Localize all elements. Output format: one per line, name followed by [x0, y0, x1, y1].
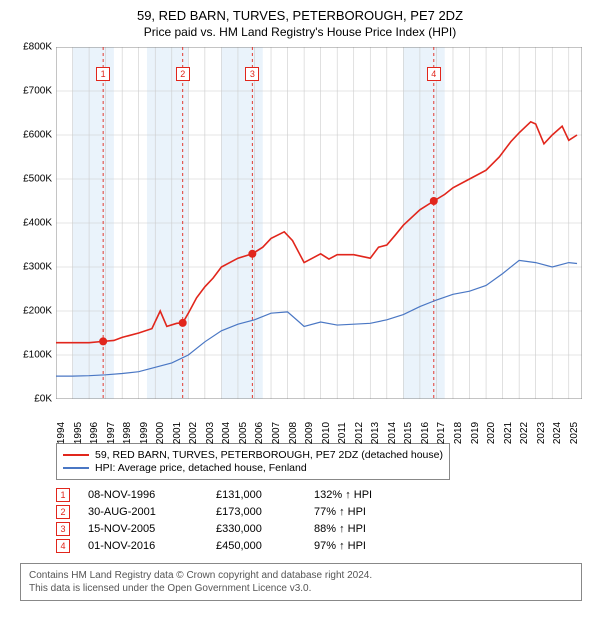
x-tick-label: 2023 [536, 422, 547, 444]
y-tick-label: £600K [23, 130, 52, 141]
chart-svg [56, 47, 582, 399]
x-axis-labels: 1994199519961997199819992000200120022003… [56, 401, 582, 439]
y-tick-label: £0K [34, 394, 52, 405]
x-tick-label: 2003 [205, 422, 216, 444]
x-tick-label: 2012 [354, 422, 365, 444]
y-tick-label: £800K [23, 42, 52, 53]
x-tick-label: 2016 [420, 422, 431, 444]
chart-plot-area: £0K£100K£200K£300K£400K£500K£600K£700K£8… [56, 47, 582, 399]
legend-label: HPI: Average price, detached house, Fenl… [95, 462, 307, 474]
x-tick-label: 2000 [155, 422, 166, 444]
y-tick-label: £400K [23, 218, 52, 229]
y-tick-label: £200K [23, 306, 52, 317]
sale-hpi: 132% ↑ HPI [314, 489, 404, 501]
sale-marker-box: 4 [427, 67, 441, 81]
x-tick-label: 2002 [188, 422, 199, 444]
x-tick-label: 2013 [370, 422, 381, 444]
x-tick-label: 2011 [337, 422, 348, 444]
y-tick-label: £700K [23, 86, 52, 97]
sale-hpi: 77% ↑ HPI [314, 506, 404, 518]
x-tick-label: 2010 [321, 422, 332, 444]
y-tick-label: £100K [23, 350, 52, 361]
x-tick-label: 1994 [56, 422, 67, 444]
x-tick-label: 2018 [453, 422, 464, 444]
x-tick-label: 2019 [470, 422, 481, 444]
sale-marker-box: 1 [96, 67, 110, 81]
legend-box: 59, RED BARN, TURVES, PETERBOROUGH, PE7 … [56, 443, 450, 480]
x-tick-label: 2022 [519, 422, 530, 444]
sales-table: 1 08-NOV-1996 £131,000 132% ↑ HPI 2 30-AUG-20… [56, 488, 590, 553]
x-tick-label: 2025 [569, 422, 580, 444]
x-tick-label: 2020 [486, 422, 497, 444]
sale-marker-box: 3 [245, 67, 259, 81]
sale-price: £131,000 [216, 489, 296, 501]
chart-container: 59, RED BARN, TURVES, PETERBOROUGH, PE7 … [0, 0, 600, 611]
x-tick-label: 1995 [73, 422, 84, 444]
legend-label: 59, RED BARN, TURVES, PETERBOROUGH, PE7 … [95, 449, 443, 461]
sale-hpi: 97% ↑ HPI [314, 540, 404, 552]
footer-line-2: This data is licensed under the Open Gov… [29, 582, 573, 595]
sale-date: 15-NOV-2005 [88, 523, 198, 535]
sales-row: 1 08-NOV-1996 £131,000 132% ↑ HPI [56, 488, 590, 502]
sale-num-box: 3 [56, 522, 70, 536]
x-tick-label: 2014 [387, 422, 398, 444]
sale-hpi: 88% ↑ HPI [314, 523, 404, 535]
x-tick-label: 2024 [552, 422, 563, 444]
x-tick-label: 1996 [89, 422, 100, 444]
x-tick-label: 2017 [436, 422, 447, 444]
sale-num-box: 4 [56, 539, 70, 553]
sales-row: 4 01-NOV-2016 £450,000 97% ↑ HPI [56, 539, 590, 553]
x-tick-label: 2015 [403, 422, 414, 444]
sale-date: 08-NOV-1996 [88, 489, 198, 501]
sale-marker-box: 2 [176, 67, 190, 81]
sale-price: £173,000 [216, 506, 296, 518]
x-tick-label: 2007 [271, 422, 282, 444]
sale-price: £450,000 [216, 540, 296, 552]
sales-row: 2 30-AUG-2001 £173,000 77% ↑ HPI [56, 505, 590, 519]
legend-swatch [63, 467, 89, 469]
x-tick-label: 2004 [221, 422, 232, 444]
sales-row: 3 15-NOV-2005 £330,000 88% ↑ HPI [56, 522, 590, 536]
y-axis-labels: £0K£100K£200K£300K£400K£500K£600K£700K£8… [10, 47, 54, 399]
x-tick-label: 2006 [254, 422, 265, 444]
x-tick-label: 2005 [238, 422, 249, 444]
x-tick-label: 1999 [139, 422, 150, 444]
sale-price: £330,000 [216, 523, 296, 535]
sale-date: 30-AUG-2001 [88, 506, 198, 518]
legend-row: 59, RED BARN, TURVES, PETERBOROUGH, PE7 … [63, 449, 443, 461]
chart-title: 59, RED BARN, TURVES, PETERBOROUGH, PE7 … [10, 8, 590, 23]
x-tick-label: 2021 [503, 422, 514, 444]
y-tick-label: £500K [23, 174, 52, 185]
x-tick-label: 1997 [106, 422, 117, 444]
sale-date: 01-NOV-2016 [88, 540, 198, 552]
x-tick-label: 2009 [304, 422, 315, 444]
y-tick-label: £300K [23, 262, 52, 273]
chart-subtitle: Price paid vs. HM Land Registry's House … [10, 25, 590, 39]
legend-row: HPI: Average price, detached house, Fenl… [63, 462, 443, 474]
footer-box: Contains HM Land Registry data © Crown c… [20, 563, 582, 601]
footer-line-1: Contains HM Land Registry data © Crown c… [29, 569, 573, 582]
sale-num-box: 2 [56, 505, 70, 519]
sale-num-box: 1 [56, 488, 70, 502]
x-tick-label: 2001 [172, 422, 183, 444]
legend-swatch [63, 454, 89, 456]
x-tick-label: 2008 [288, 422, 299, 444]
x-tick-label: 1998 [122, 422, 133, 444]
